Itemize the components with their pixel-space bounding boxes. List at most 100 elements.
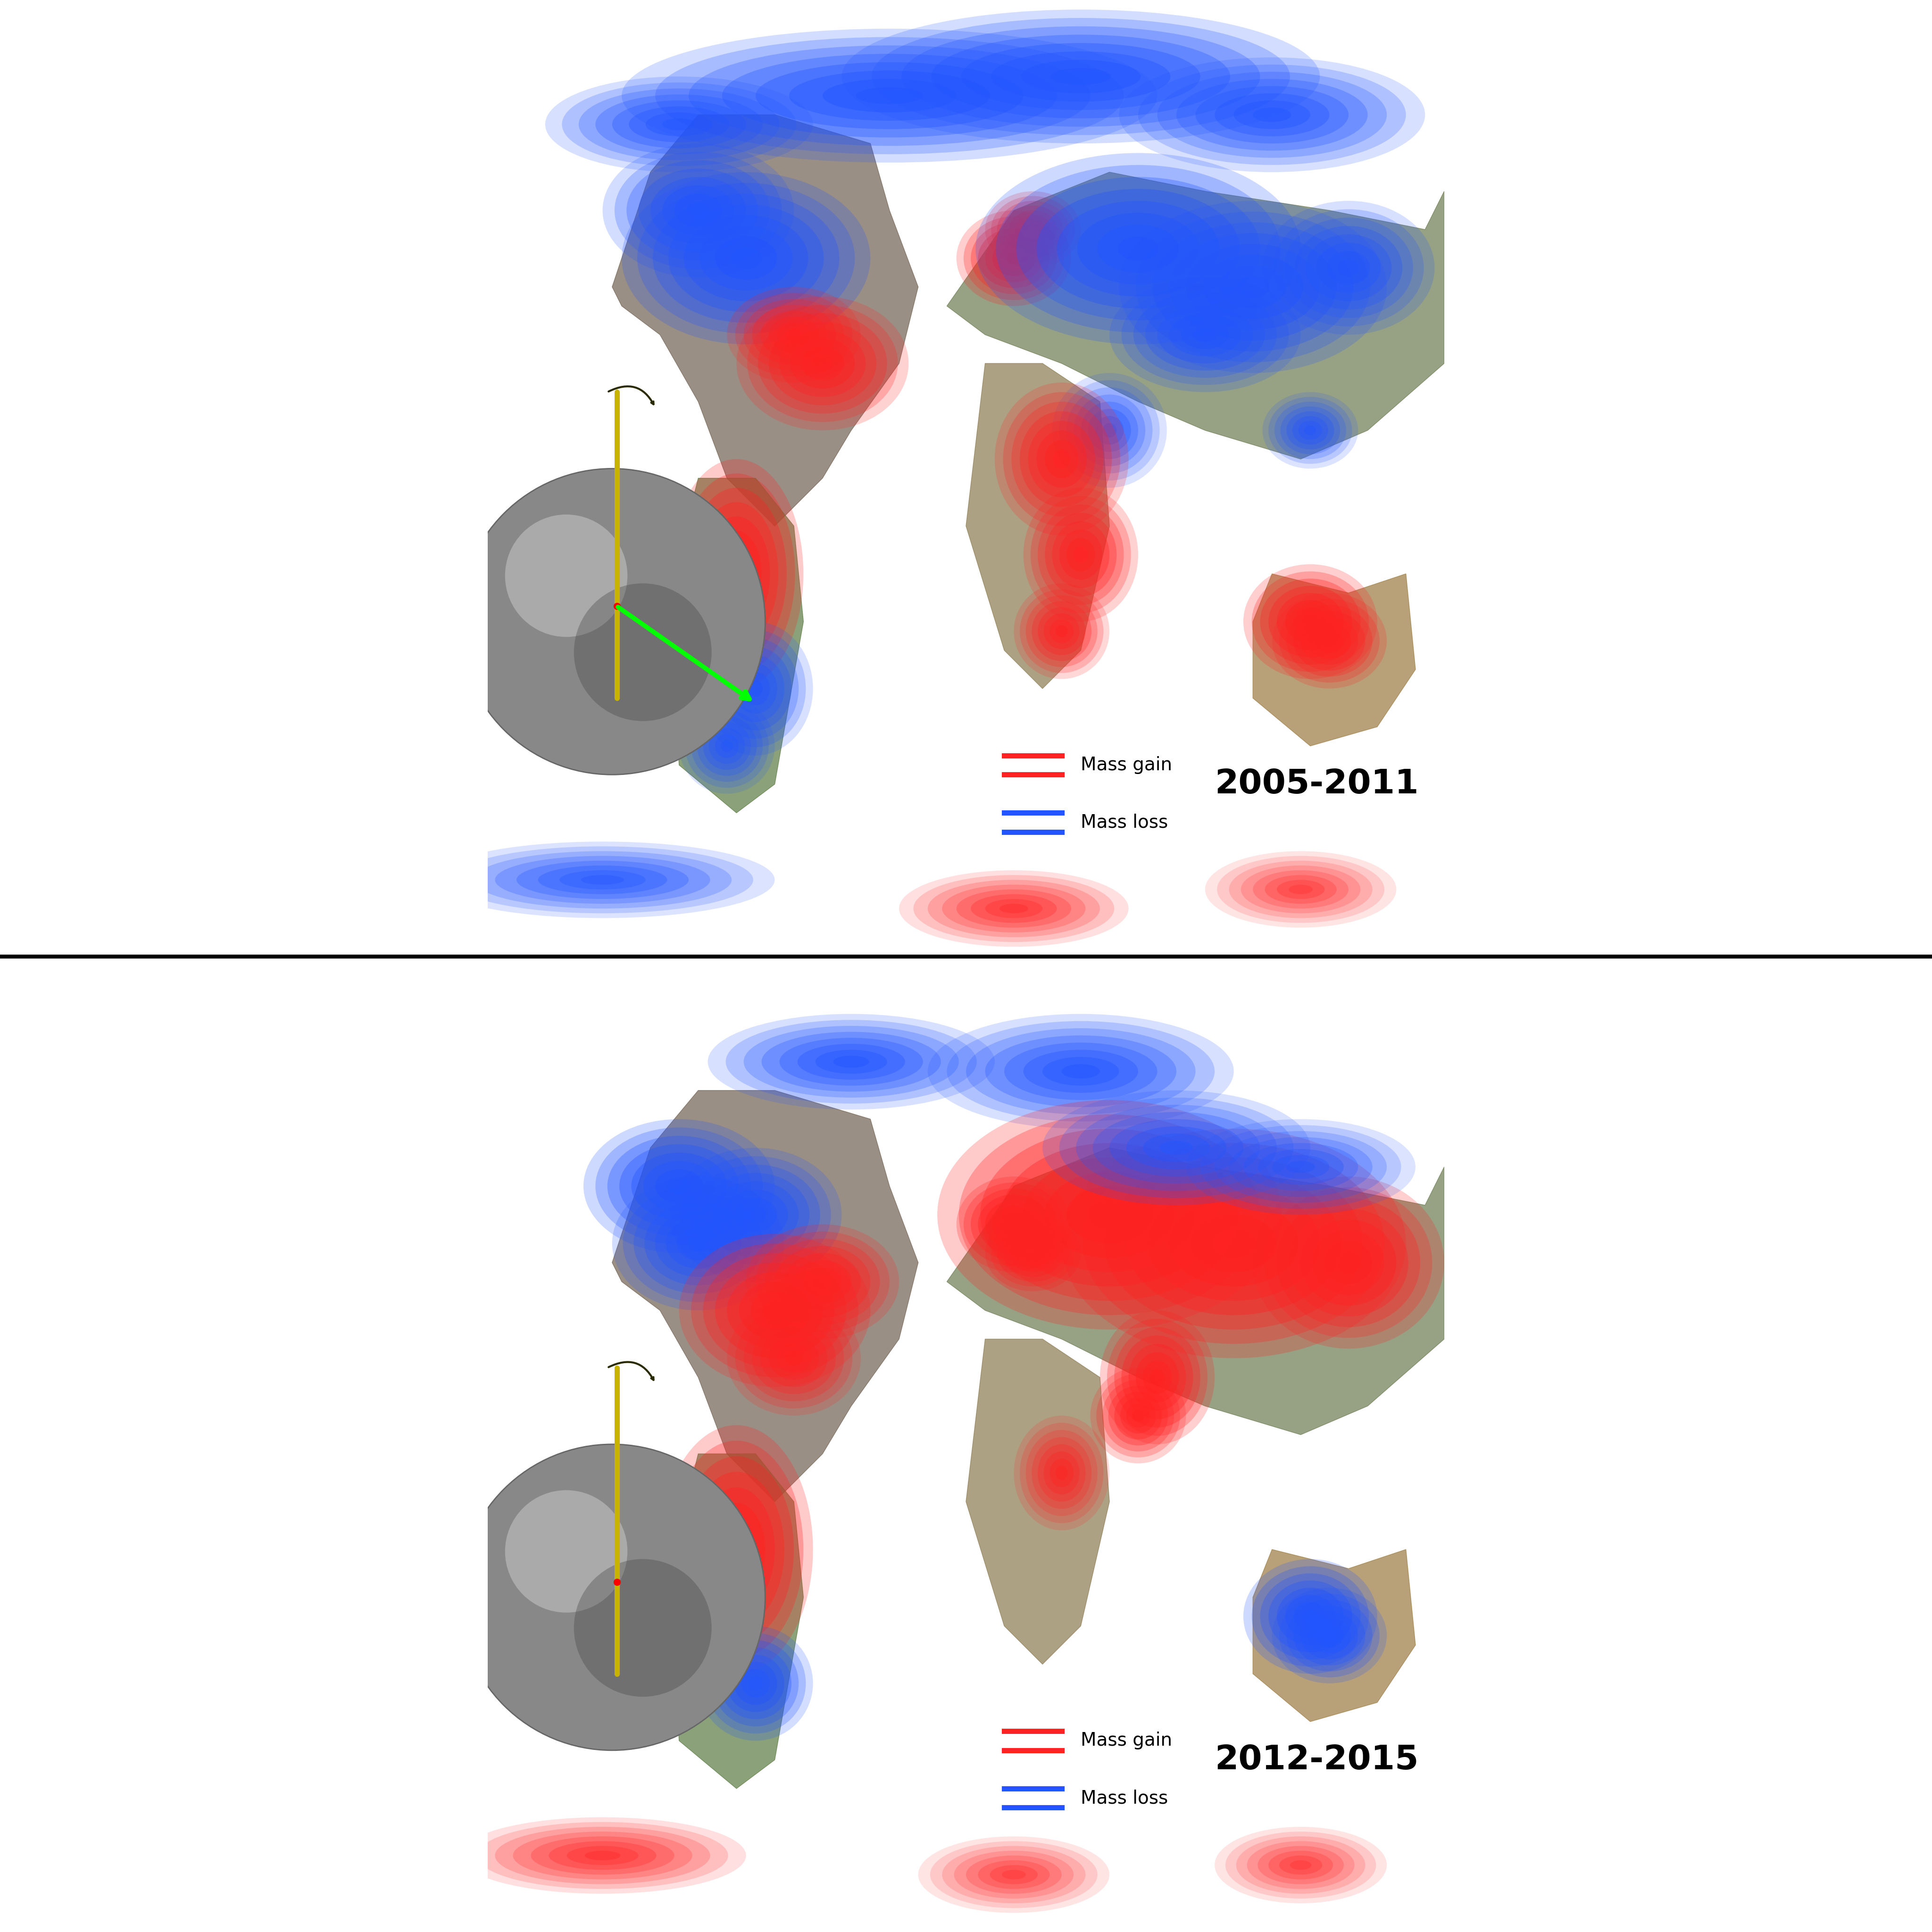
Ellipse shape [726, 1534, 746, 1565]
Ellipse shape [985, 234, 1043, 282]
Ellipse shape [1005, 1043, 1157, 1099]
Ellipse shape [1107, 1320, 1208, 1435]
Text: Mass loss: Mass loss [1080, 813, 1169, 831]
Ellipse shape [1294, 1605, 1366, 1665]
Ellipse shape [1190, 1215, 1277, 1271]
Ellipse shape [1279, 599, 1379, 682]
Ellipse shape [978, 228, 1049, 288]
Ellipse shape [744, 299, 844, 371]
Ellipse shape [761, 311, 827, 359]
Ellipse shape [962, 43, 1200, 110]
Ellipse shape [1026, 595, 1097, 667]
Ellipse shape [744, 1316, 844, 1401]
Ellipse shape [1281, 406, 1341, 454]
Ellipse shape [1007, 253, 1020, 265]
Ellipse shape [1258, 1845, 1345, 1884]
Ellipse shape [1136, 1352, 1179, 1403]
Ellipse shape [1043, 1451, 1080, 1495]
Ellipse shape [1186, 243, 1320, 330]
Ellipse shape [1014, 583, 1109, 678]
Ellipse shape [582, 875, 624, 885]
Ellipse shape [736, 296, 908, 431]
Ellipse shape [686, 487, 786, 661]
Ellipse shape [566, 1845, 638, 1864]
Ellipse shape [697, 717, 757, 777]
Ellipse shape [1051, 68, 1111, 85]
Polygon shape [966, 1339, 1109, 1663]
Ellipse shape [713, 1180, 798, 1248]
Polygon shape [1254, 574, 1416, 746]
Ellipse shape [1293, 415, 1327, 444]
Ellipse shape [1095, 415, 1124, 444]
Ellipse shape [842, 10, 1320, 143]
Ellipse shape [1321, 636, 1337, 647]
Ellipse shape [752, 305, 837, 365]
Ellipse shape [980, 1128, 1238, 1300]
Ellipse shape [1059, 529, 1103, 580]
Ellipse shape [736, 1308, 852, 1408]
Ellipse shape [1049, 620, 1074, 643]
Ellipse shape [688, 1235, 709, 1252]
Ellipse shape [1138, 64, 1406, 164]
Ellipse shape [537, 866, 667, 895]
Ellipse shape [655, 1209, 742, 1277]
Ellipse shape [1312, 1231, 1385, 1294]
Ellipse shape [703, 1254, 846, 1368]
Ellipse shape [823, 79, 956, 112]
Ellipse shape [1136, 213, 1370, 361]
Ellipse shape [707, 1014, 995, 1109]
Ellipse shape [1215, 93, 1329, 137]
Ellipse shape [1287, 412, 1335, 450]
Ellipse shape [697, 1488, 775, 1611]
Ellipse shape [717, 1519, 755, 1580]
Ellipse shape [531, 1835, 674, 1874]
Ellipse shape [1020, 1422, 1103, 1522]
Ellipse shape [583, 1119, 775, 1254]
Ellipse shape [545, 77, 813, 172]
Circle shape [460, 469, 765, 775]
Ellipse shape [1121, 1397, 1155, 1434]
Ellipse shape [738, 1281, 811, 1339]
Polygon shape [670, 1453, 804, 1789]
Ellipse shape [1109, 278, 1300, 392]
Ellipse shape [1244, 1559, 1378, 1673]
Ellipse shape [713, 638, 798, 738]
Ellipse shape [1003, 205, 1063, 253]
Ellipse shape [991, 52, 1171, 102]
Ellipse shape [1254, 1177, 1445, 1349]
Ellipse shape [431, 842, 775, 918]
Ellipse shape [651, 178, 746, 243]
Ellipse shape [1066, 537, 1095, 572]
Ellipse shape [734, 663, 777, 713]
Ellipse shape [1128, 1345, 1186, 1410]
Ellipse shape [663, 185, 734, 236]
Ellipse shape [1003, 1870, 1026, 1880]
Ellipse shape [1053, 450, 1070, 469]
Ellipse shape [1252, 572, 1370, 672]
Ellipse shape [1327, 251, 1370, 284]
Ellipse shape [1229, 862, 1372, 918]
Ellipse shape [1294, 1602, 1327, 1631]
Ellipse shape [815, 1049, 887, 1074]
Ellipse shape [1260, 578, 1360, 665]
Ellipse shape [871, 17, 1291, 135]
Ellipse shape [966, 1028, 1196, 1115]
Ellipse shape [705, 630, 806, 748]
Ellipse shape [549, 1841, 657, 1870]
Ellipse shape [512, 1832, 692, 1880]
Ellipse shape [802, 346, 844, 381]
Ellipse shape [612, 1177, 784, 1310]
Ellipse shape [1055, 1466, 1068, 1480]
Ellipse shape [995, 164, 1281, 332]
Ellipse shape [603, 143, 794, 278]
Ellipse shape [1225, 1832, 1376, 1899]
Ellipse shape [1003, 392, 1121, 526]
Ellipse shape [1094, 1113, 1260, 1184]
Ellipse shape [929, 1841, 1097, 1909]
Ellipse shape [1014, 214, 1051, 243]
Ellipse shape [993, 1206, 1036, 1242]
Ellipse shape [1045, 440, 1078, 479]
Ellipse shape [742, 672, 771, 705]
Text: Mass loss: Mass loss [1080, 1789, 1169, 1806]
Ellipse shape [1059, 1097, 1294, 1198]
